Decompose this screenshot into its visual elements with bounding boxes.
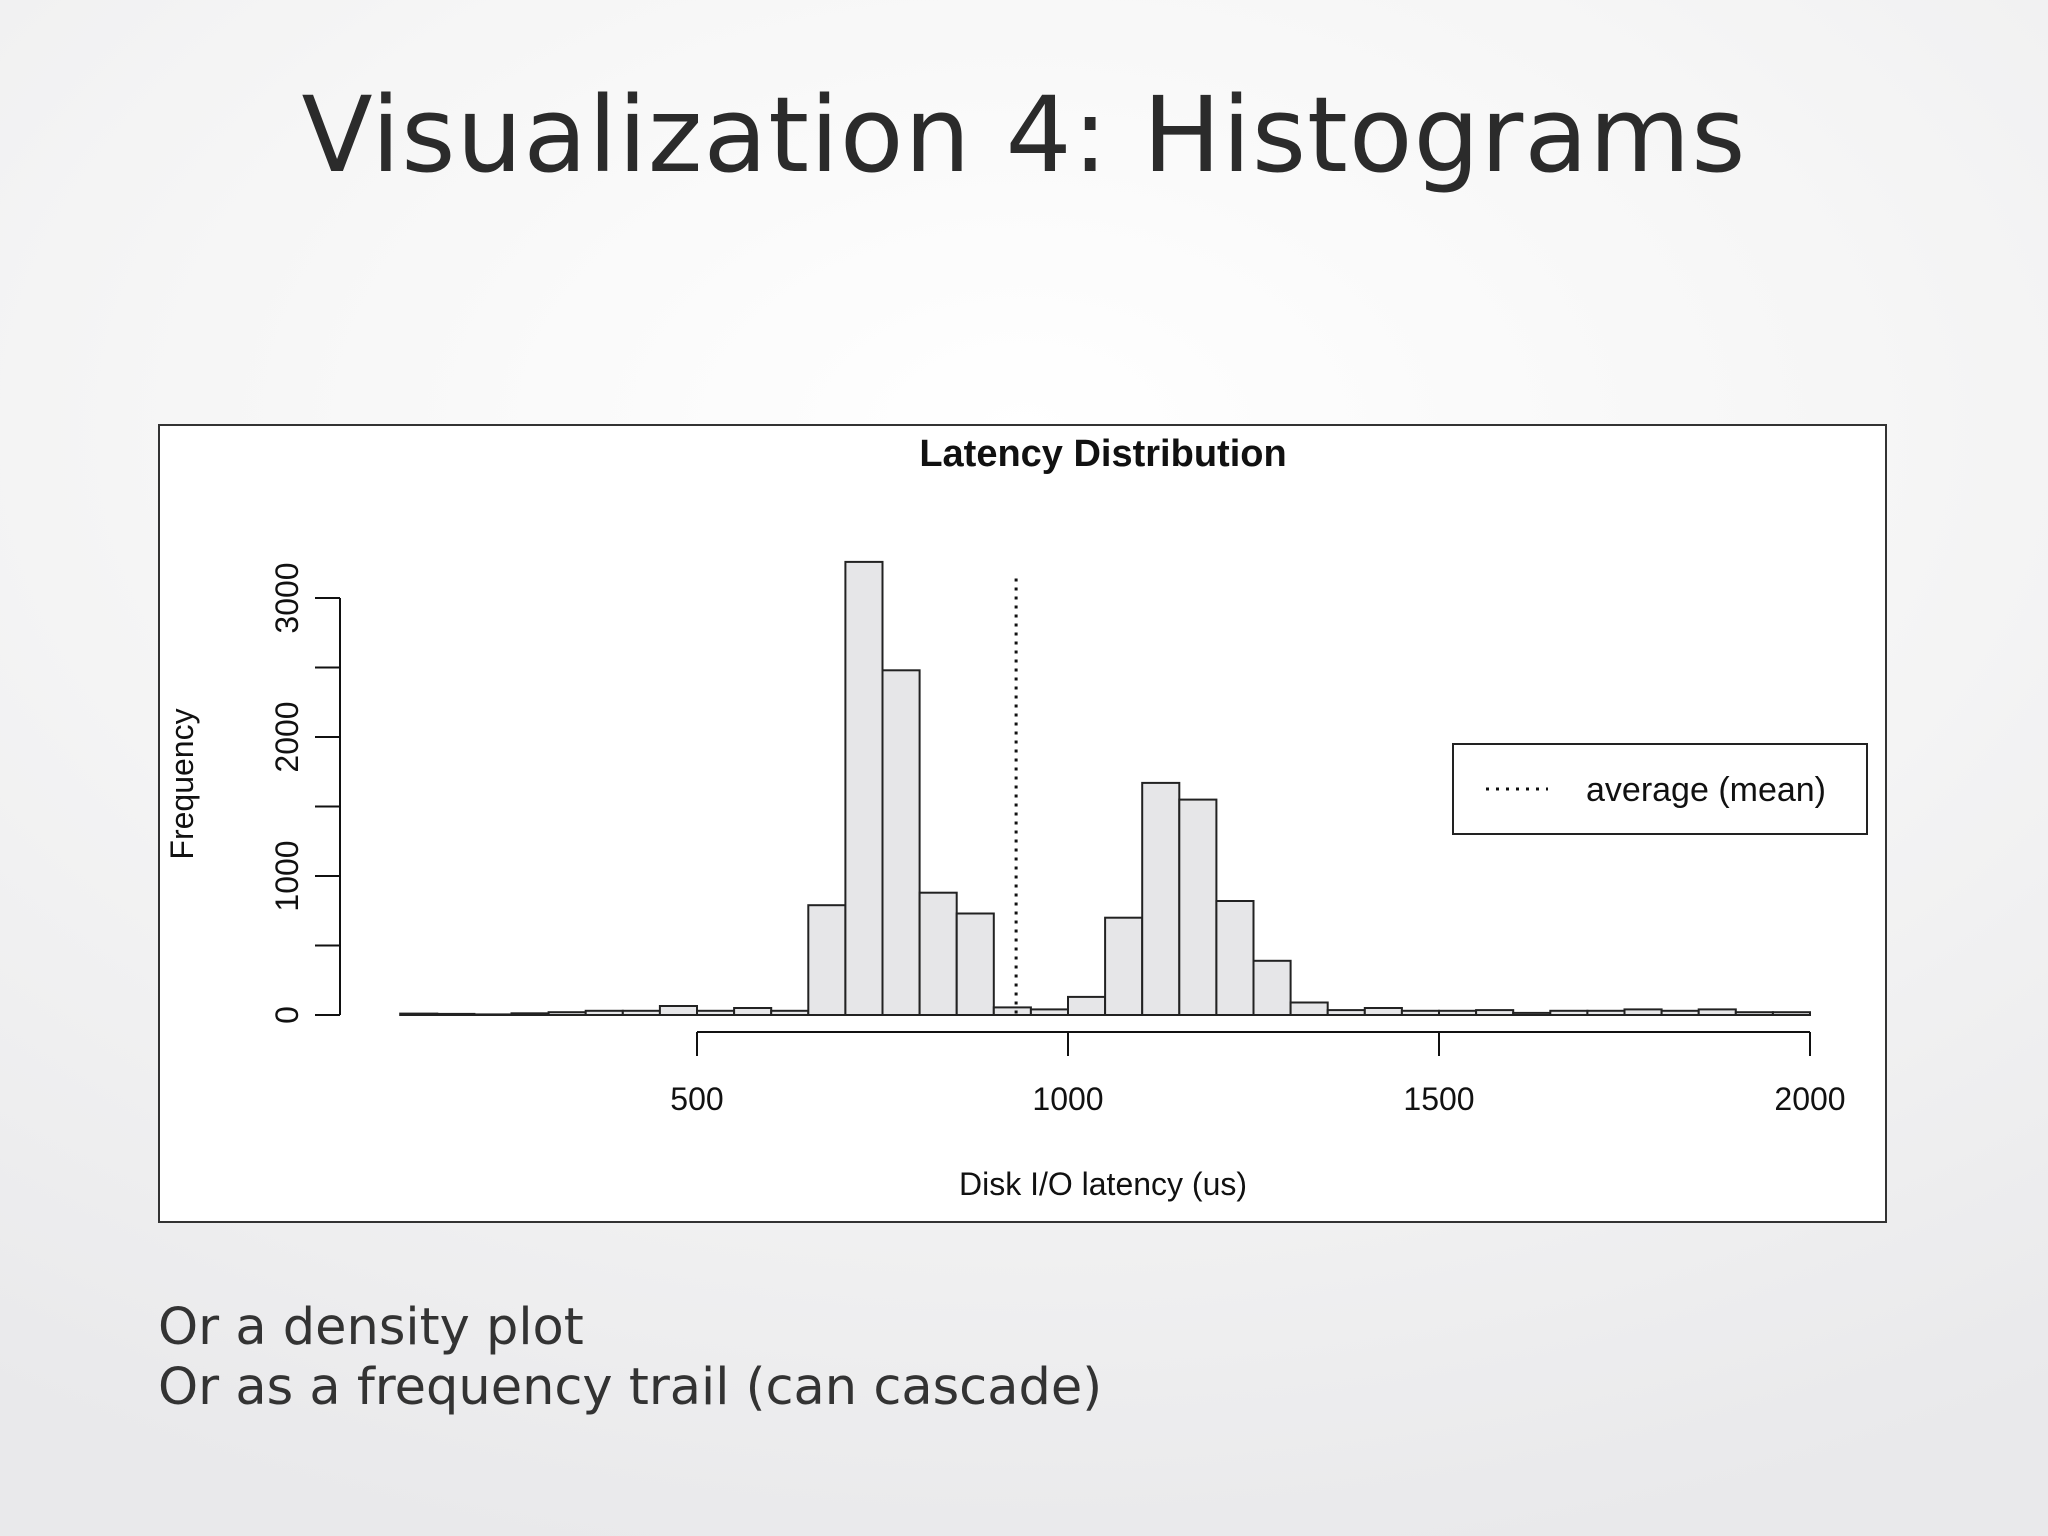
histogram-bar [584,1009,624,1016]
histogram-bar [1215,900,1255,1016]
histogram-bar [1141,781,1181,1016]
histogram-bar [510,1012,550,1016]
histogram-bar [399,1012,439,1016]
histogram-chart: Latency Distribution 0 1000 2000 3000 500 10… [164,433,1868,1202]
histogram-bar [955,912,995,1016]
histogram-bar [473,1013,513,1017]
histogram-bar [1178,798,1218,1016]
histogram-bar [696,1009,736,1016]
x-tick-label: 1000 [1032,1081,1103,1117]
histogram-bar [1289,1001,1329,1016]
legend: average (mean) [1452,743,1868,835]
histogram-bar [1549,1009,1589,1016]
histogram-bar [770,1009,810,1016]
x-tick-label: 2000 [1774,1081,1845,1117]
x-tick-label: 500 [670,1081,723,1117]
histogram-bar [1029,1008,1070,1017]
histogram-bar [1734,1011,1774,1017]
histogram-bar [1623,1008,1663,1017]
chart-frame: Latency Distribution 0 1000 2000 3000 500 10… [158,424,1887,1223]
x-tick-label: 1500 [1403,1081,1474,1117]
histogram-bar [844,560,884,1016]
y-axis-label: Frequency [164,708,200,859]
chart-title: Latency Distribution [919,433,1286,475]
histogram-bar [992,1006,1032,1017]
histogram-bar [1438,1009,1478,1016]
histogram-bar [1104,916,1144,1017]
histogram-bar [1067,995,1107,1017]
histogram-bar [918,891,958,1017]
histogram-bar [733,1007,773,1016]
y-tick-label: 0 [269,1006,305,1024]
histogram-bar [547,1011,587,1017]
histogram-bar [1363,1007,1403,1016]
histogram-bar [621,1009,661,1016]
y-axis: 0 1000 2000 3000 [269,562,341,1024]
histogram-bar [1771,1011,1812,1017]
legend-box [1452,743,1868,835]
x-axis-label: Disk I/O latency (us) [959,1166,1247,1202]
histogram-bar [658,1005,698,1016]
histogram-bar [1475,1009,1515,1016]
legend-label-mean: average (mean) [1586,771,1826,809]
histogram-bar [807,904,847,1017]
histogram-bar [1512,1011,1552,1017]
slide-title: Visualization 4: Histograms [301,74,1747,196]
x-axis: 500 1000 1500 2000 [670,1031,1846,1117]
histogram-bar [1400,1009,1441,1016]
histogram-bar [436,1012,476,1017]
histogram-bar [1586,1009,1626,1016]
y-tick-label: 1000 [269,840,305,911]
bullet-list: Or a density plot Or as a frequency trai… [158,1298,1102,1418]
bullet-frequency-trail: Or as a frequency trail (can cascade) [158,1358,1103,1417]
y-tick-label: 3000 [269,562,305,633]
histogram-bar [1252,959,1292,1016]
histogram-bar [1660,1009,1700,1016]
bullet-density-plot: Or a density plot [158,1298,584,1357]
histogram-bar [881,669,921,1017]
histogram-bar [1326,1009,1366,1016]
histogram-bars [399,560,1812,1017]
y-tick-label: 2000 [269,701,305,772]
histogram-bar [1697,1008,1737,1017]
